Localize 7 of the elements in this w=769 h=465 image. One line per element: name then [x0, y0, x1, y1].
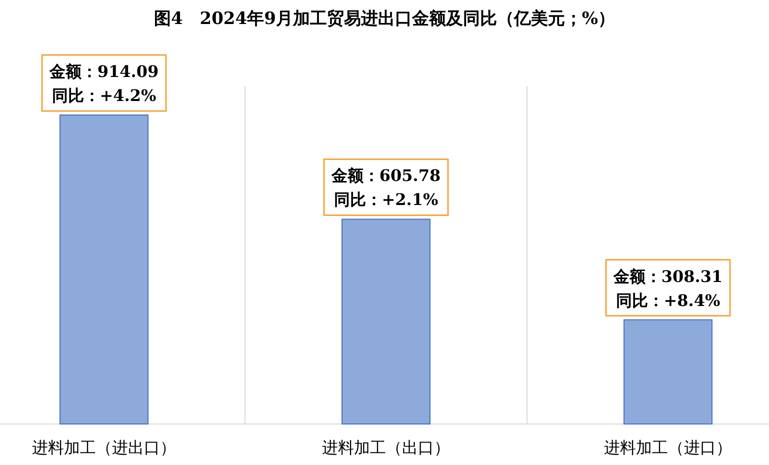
title: 图4 2024年9月加工贸易进出口金额及同比（亿美元；%） — [154, 9, 616, 29]
data-label: 金额：605.78 同比：+2.1% — [330, 166, 441, 210]
data-label: 金额：914.09 同比：+4.2% — [48, 62, 159, 105]
x-tick-label: 进料加工（出口） — [322, 438, 450, 457]
x-tick-label: 进料加工（进出口） — [32, 438, 176, 457]
x-tick-label: 进料加工（进口） — [604, 438, 732, 457]
data-label: 金额：308.31 同比：+8.4% — [612, 266, 723, 310]
